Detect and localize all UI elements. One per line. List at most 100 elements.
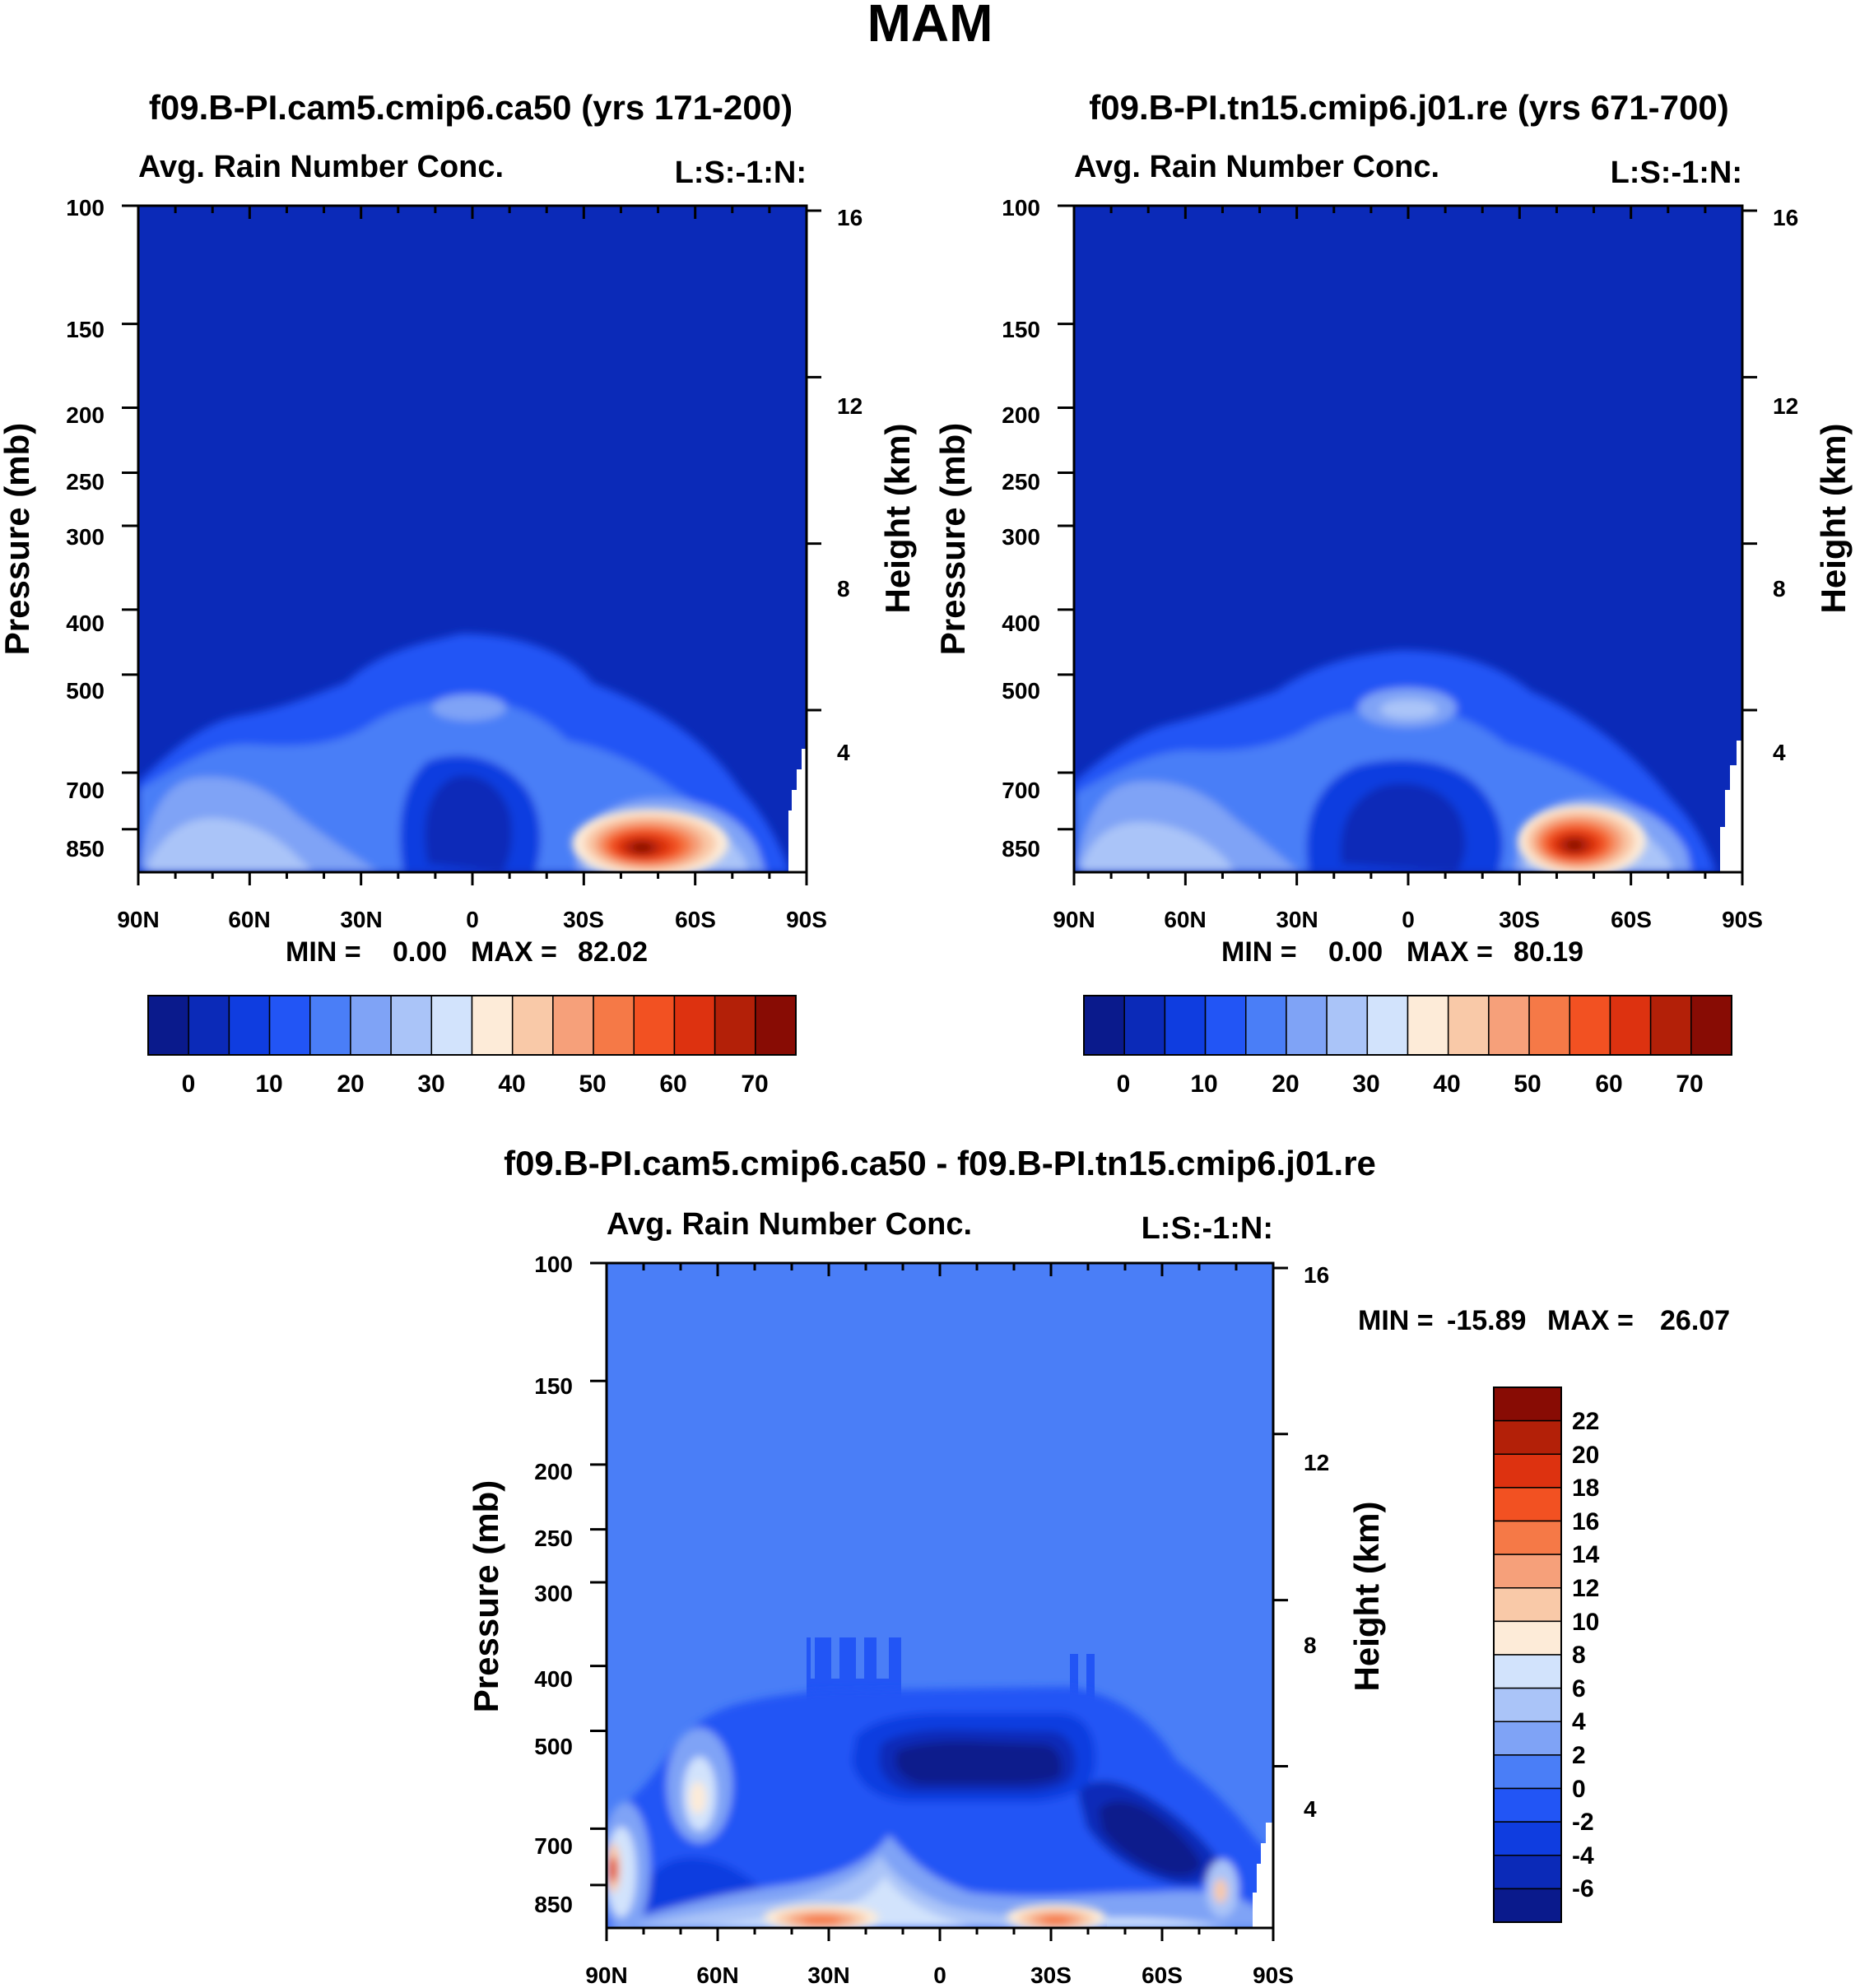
max-label: MAX = <box>1547 1305 1634 1336</box>
colorbar-frame <box>1083 995 1732 1056</box>
colorbar-swatch <box>1493 1855 1562 1890</box>
colorbar-swatch <box>1493 1386 1562 1422</box>
colorbar-labels: 0 10 20 30 40 50 60 70 <box>1117 1071 1704 1098</box>
left-string: Avg. Rain Number Conc. <box>1074 150 1439 184</box>
y-tick-label: 200 <box>1002 402 1040 428</box>
colorbar-swatch <box>1493 1453 1562 1489</box>
y-tick-label: 700 <box>66 778 105 803</box>
y-tick-label: 400 <box>66 611 105 636</box>
colorbar-swatch <box>309 995 351 1056</box>
stats-line: MIN = 0.00 MAX = 80.19 <box>1221 936 1583 968</box>
y-tick-label-right: 12 <box>1304 1450 1329 1475</box>
min-value: 0.00 <box>1328 936 1383 968</box>
x-tick-label: 90N <box>1053 907 1095 932</box>
colorbar-swatch <box>1493 1654 1562 1689</box>
colorbar-swatch <box>1493 1620 1562 1656</box>
y-tick-label: 850 <box>1002 836 1040 862</box>
contour-upper-lighter <box>1380 699 1438 719</box>
y-tick-label-right: 4 <box>1773 740 1786 765</box>
y-tick-label-right: 4 <box>1304 1796 1317 1822</box>
colorbar-label: 22 <box>1572 1408 1599 1435</box>
colorbar-label: 20 <box>1572 1442 1599 1469</box>
stats-line: MIN = 0.00 MAX = 82.02 <box>286 936 648 968</box>
right-string: L:S:-1:N: <box>1142 1211 1273 1246</box>
colorbar-swatch <box>1493 1487 1562 1522</box>
x-tick-label: 60S <box>675 907 716 932</box>
max-value: 80.19 <box>1514 936 1583 968</box>
pos-core-30N <box>764 1904 879 1928</box>
y-tick-label: 700 <box>1002 778 1040 803</box>
colorbar-label: 50 <box>579 1071 606 1098</box>
contour-south-neg-core <box>1099 1800 1202 1876</box>
colorbar-swatch <box>228 995 271 1056</box>
colorbar-swatch <box>1447 995 1490 1056</box>
colorbar-label: 16 <box>1572 1508 1599 1535</box>
x-tick-label: 60N <box>228 907 270 932</box>
contour-band-north-pos <box>690 1781 706 1814</box>
x-tick-label: 30S <box>1499 907 1540 932</box>
colorbar-frame <box>147 995 797 1056</box>
y-tick-label: 300 <box>66 524 105 550</box>
y-axis-label-right: Height (km) <box>1814 424 1853 614</box>
colorbar-swatch <box>1493 1554 1562 1589</box>
colorbar-label: 70 <box>741 1071 768 1098</box>
colorbar-swatch <box>1083 995 1125 1056</box>
colorbar-label: 70 <box>1676 1071 1703 1098</box>
contour-upper-light <box>432 694 506 721</box>
colorbar-swatch <box>390 995 433 1056</box>
colorbar-label: 40 <box>498 1071 525 1098</box>
colorbar-swatch <box>350 995 392 1056</box>
y-tick-label-right: 8 <box>1304 1633 1317 1658</box>
max-core <box>1518 805 1646 872</box>
y-tick-label: 400 <box>534 1666 573 1692</box>
colorbar-swatch <box>1488 995 1530 1056</box>
colorbar-swatch <box>1164 995 1207 1056</box>
x-tick-label: 30N <box>1276 907 1318 932</box>
contour-band-lighter <box>148 818 313 872</box>
y-tick-label: 150 <box>1002 317 1040 342</box>
colorbar-swatch <box>1493 1888 1562 1923</box>
y-tick-label: 250 <box>66 469 105 495</box>
y-tick-label: 250 <box>534 1526 573 1551</box>
y-axis-label-right: Height (km) <box>878 424 917 614</box>
max-core <box>572 809 728 872</box>
colorbar-label: 20 <box>1272 1071 1299 1098</box>
colorbar-swatch <box>147 995 189 1056</box>
axis-ticks <box>590 1261 1288 1941</box>
y-tick-label: 500 <box>66 678 105 704</box>
right-string: L:S:-1:N: <box>675 156 807 190</box>
colorbar-swatch <box>471 995 514 1056</box>
y-tick-label: 700 <box>534 1833 573 1859</box>
x-tick-label: 30S <box>563 907 604 932</box>
min-label: MIN = <box>286 936 361 968</box>
colorbar <box>1083 995 1732 1056</box>
x-tick-label: 90N <box>117 907 159 932</box>
y-tick-label: 150 <box>534 1373 573 1399</box>
colorbar-label: 0 <box>182 1071 196 1098</box>
y-tick-label-right: 16 <box>1304 1262 1329 1288</box>
panel-title: f09.B-PI.tn15.cmip6.j01.re (yrs 671-700) <box>1089 88 1728 127</box>
colorbar-label: 18 <box>1572 1475 1599 1502</box>
colorbar-label: 20 <box>337 1071 364 1098</box>
colorbar-swatch <box>511 995 554 1056</box>
colorbar-swatch <box>1204 995 1247 1056</box>
y-tick-label: 150 <box>66 317 105 342</box>
x-tick-label: 90N <box>585 1962 627 1988</box>
page-title: MAM <box>867 0 993 53</box>
left-string: Avg. Rain Number Conc. <box>138 150 504 184</box>
colorbar-swatch <box>1493 1721 1562 1756</box>
y-tick-label: 300 <box>534 1581 573 1606</box>
x-tick-label: 90S <box>786 907 827 932</box>
y-tick-label-right: 16 <box>837 205 863 230</box>
right-string: L:S:-1:N: <box>1611 156 1742 190</box>
colorbar <box>147 995 797 1056</box>
y-tick-label-right: 4 <box>837 740 850 765</box>
contour-field <box>138 206 807 872</box>
colorbar-swatch <box>268 995 311 1056</box>
colorbar-swatch <box>1649 995 1692 1056</box>
colorbar-swatch <box>1493 1787 1562 1823</box>
colorbar-swatch <box>1493 1419 1562 1455</box>
contour-band-edge-pos2 <box>609 1856 617 1883</box>
x-tick-label: 0 <box>933 1962 946 1988</box>
